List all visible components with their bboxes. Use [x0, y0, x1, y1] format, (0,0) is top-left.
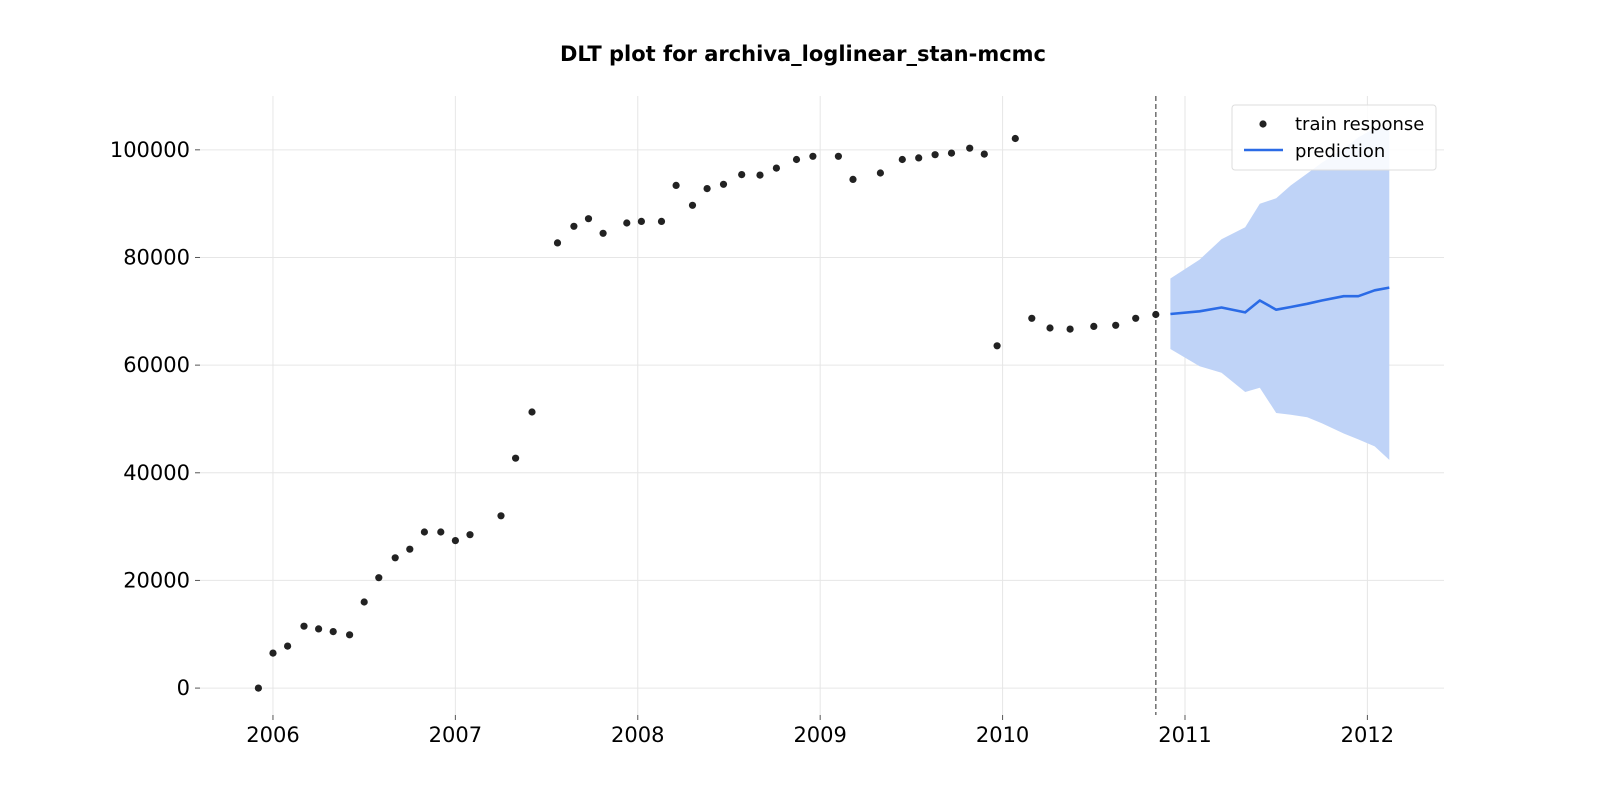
- legend-label-train-response: train response: [1295, 114, 1424, 135]
- train-point: [300, 622, 308, 630]
- x-tick-label: 2006: [246, 723, 299, 747]
- prediction-interval-layer: [1170, 127, 1390, 460]
- train-point: [931, 151, 939, 159]
- train-point: [269, 649, 277, 657]
- grid-layer: [200, 96, 1444, 715]
- train-point: [1011, 134, 1019, 143]
- train-point: [584, 215, 593, 223]
- y-tick-label: 20000: [123, 568, 190, 592]
- train-point: [451, 537, 459, 545]
- legend: train response prediction: [1231, 104, 1437, 171]
- train-point: [1152, 310, 1160, 319]
- train-point: [792, 155, 801, 164]
- train-point: [947, 149, 956, 157]
- train-point: [756, 171, 764, 179]
- train-point: [966, 144, 974, 152]
- train-point: [1046, 324, 1054, 332]
- x-tick-label: 2009: [793, 723, 846, 747]
- train-point: [672, 181, 680, 189]
- train-point: [738, 171, 746, 179]
- train-point: [834, 152, 843, 160]
- train-point: [360, 598, 368, 606]
- train-point: [437, 528, 445, 536]
- train-point: [570, 222, 578, 230]
- x-tick-label: 2011: [1158, 723, 1211, 747]
- train-point: [315, 625, 323, 633]
- train-points-layer: [254, 134, 1160, 692]
- train-point: [466, 531, 474, 539]
- x-tick-label: 2010: [976, 723, 1029, 747]
- y-tick-label: 60000: [123, 353, 190, 377]
- legend-marker-train-response: [1259, 120, 1267, 128]
- train-point: [772, 164, 781, 172]
- train-point: [497, 512, 505, 520]
- axis-layer: 2006 2007 2008 2009 2010 2011 2012 0 20000 40000 6…: [110, 138, 1394, 747]
- y-tick-label: 0: [177, 676, 190, 700]
- y-tick-label: 100000: [110, 138, 190, 162]
- train-point: [898, 155, 906, 164]
- train-point: [375, 574, 383, 582]
- prediction-interval-band: [1170, 127, 1390, 460]
- train-point: [254, 684, 262, 692]
- train-point: [980, 150, 988, 158]
- train-point: [391, 554, 399, 562]
- train-point: [876, 169, 885, 177]
- train-point: [420, 528, 428, 536]
- train-point: [719, 180, 728, 188]
- train-point: [528, 408, 536, 416]
- prediction-line-layer: [1170, 286, 1390, 316]
- train-point: [329, 628, 337, 636]
- train-point: [1028, 314, 1036, 322]
- train-point: [915, 154, 923, 162]
- x-tick-label: 2007: [429, 723, 482, 747]
- prediction-line: [1170, 286, 1390, 316]
- train-point: [849, 175, 857, 183]
- train-point: [688, 201, 697, 209]
- train-point: [346, 631, 354, 639]
- train-point: [657, 217, 666, 225]
- train-point: [284, 642, 292, 650]
- train-point: [1066, 325, 1074, 333]
- train-point: [511, 454, 520, 462]
- train-point: [1090, 322, 1098, 330]
- train-point: [637, 217, 646, 225]
- train-point: [599, 229, 607, 237]
- legend-label-prediction: prediction: [1295, 141, 1385, 162]
- x-tick-label: 2012: [1341, 723, 1394, 747]
- train-point: [1132, 314, 1140, 322]
- chart-title: DLT plot for archiva_loglinear_stan-mcmc: [560, 42, 1046, 66]
- train-point: [703, 185, 711, 193]
- train-point: [809, 152, 817, 160]
- y-tick-label: 40000: [123, 461, 190, 485]
- train-point: [553, 239, 562, 247]
- x-tick-label: 2008: [611, 723, 664, 747]
- train-point: [993, 342, 1001, 350]
- y-tick-label: 80000: [123, 245, 190, 269]
- legend-box: [1231, 104, 1437, 171]
- train-point: [623, 219, 631, 227]
- train-point: [406, 545, 414, 553]
- train-point: [1112, 321, 1120, 329]
